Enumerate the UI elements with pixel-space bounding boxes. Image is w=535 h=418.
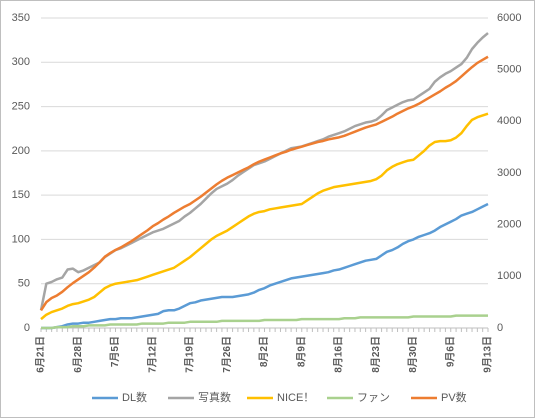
y-tick-label: 200 [12,145,30,157]
y2-tick-label: 4000 [497,115,521,127]
y-tick-label: 50 [18,278,30,290]
series-line [41,202,489,330]
x-tick-label: 7月12日 [146,336,158,373]
x-tick-label: 8月23日 [370,336,382,373]
legend-label: NICE！ [277,392,314,404]
x-tick-label: 8月9日 [295,336,307,367]
legend-label: 写真数 [198,390,231,404]
x-tick-label: 8月2日 [258,336,270,367]
x-tick-label: 8月16日 [333,336,345,373]
x-tick-label: 7月26日 [221,336,233,373]
x-tick-label: 9月13日 [482,336,494,373]
y2-tick-label: 0 [497,322,503,334]
legend-label: DL数 [122,391,147,404]
y2-tick-label: 2000 [497,219,521,231]
legend-label: PV数 [441,391,467,404]
y2-tick-label: 1000 [497,270,521,282]
x-tick-label: 8月30日 [407,336,419,373]
y-tick-label: 150 [12,189,30,201]
y2-tick-label: 5000 [497,64,521,76]
x-tick-label: 7月5日 [109,336,121,367]
y2-tick-label: 3000 [497,167,521,179]
series-line [39,55,489,312]
x-tick-label: 7月19日 [184,336,196,373]
series-line [41,314,488,330]
y2-tick-label: 6000 [497,12,521,24]
series-line [40,112,489,321]
x-tick-label: 6月21日 [35,336,47,373]
y-tick-label: 0 [24,322,30,334]
y-tick-label: 300 [12,56,30,68]
x-tick-label: 6月28日 [72,336,84,373]
y-tick-label: 250 [12,100,30,112]
legend-label: ファン [357,392,390,404]
x-tick-label: 9月6日 [444,336,456,367]
y-tick-label: 350 [12,12,30,24]
y-tick-label: 100 [12,233,30,245]
